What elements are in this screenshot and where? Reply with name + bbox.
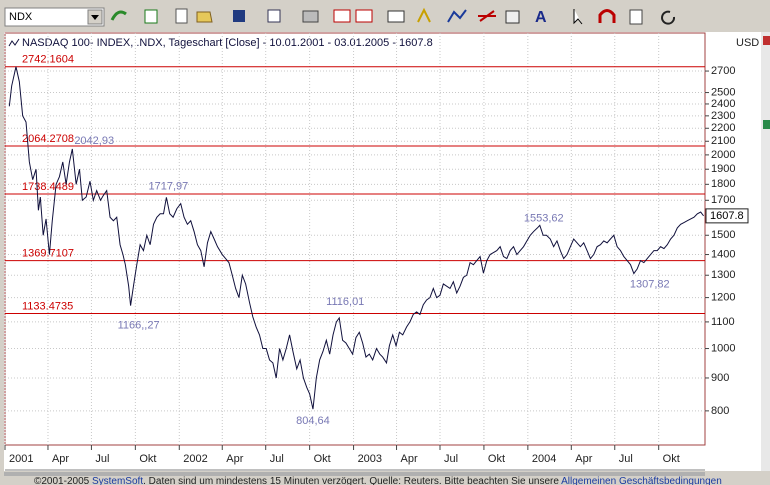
annotation: 1116,01: [326, 296, 364, 308]
y-tick-label: 1000: [711, 342, 735, 354]
x-tick-label: 2004: [532, 453, 556, 465]
y-tick-label: 2200: [711, 122, 735, 134]
symbol-combo[interactable]: [4, 7, 105, 27]
x-tick-label: Okt: [139, 453, 156, 465]
icon-line[interactable]: [478, 10, 496, 22]
x-tick-label: 2002: [183, 453, 207, 465]
x-tick-label: Okt: [663, 453, 680, 465]
x-tick-label: Apr: [401, 453, 418, 465]
price-level-label: 1369.7107: [22, 248, 74, 260]
y-tick-label: 2300: [711, 110, 735, 122]
x-tick-label: Jul: [95, 453, 109, 465]
icon-props[interactable]: [505, 10, 520, 24]
y-tick-label: 2400: [711, 98, 735, 110]
x-tick-label: Apr: [575, 453, 592, 465]
annotation: 804,64: [296, 415, 330, 427]
combo-arrow: [91, 15, 99, 20]
last-value-label: 1607.8: [710, 210, 744, 222]
icon-magnet[interactable]: [598, 9, 616, 24]
annotation: 1553,62: [524, 212, 564, 224]
y-tick-label: 800: [711, 405, 729, 417]
footer-link[interactable]: Allgemeinen Geschäftsbedingungen: [561, 476, 722, 485]
y-tick-label: 1400: [711, 248, 735, 260]
y-tick-label: 1800: [711, 178, 735, 190]
icon-save[interactable]: [233, 10, 245, 22]
icon-go[interactable]: [110, 10, 127, 21]
price-level-label: 2064.2708: [22, 133, 74, 145]
y-tick-label: 1500: [711, 229, 735, 241]
icon-copy[interactable]: [267, 9, 281, 23]
x-tick-label: Apr: [52, 453, 69, 465]
footer: ©2001-2005 SystemSoft. Daten sind um min…: [34, 476, 722, 485]
plot-area: [4, 32, 706, 446]
scrollbar: [4, 472, 705, 476]
last-value-box: [705, 208, 749, 224]
y-tick-label: 900: [711, 372, 729, 384]
y-tick-label: 1100: [711, 316, 735, 328]
y-tick-label: 1700: [711, 194, 735, 206]
footer-link[interactable]: SystemSoft: [92, 476, 143, 485]
icon-chart2[interactable]: [355, 9, 373, 23]
icon-pointer[interactable]: [573, 9, 583, 25]
footer-copyright: ©2001-2005: [34, 476, 92, 485]
price-level-label: 1133.4735: [22, 300, 73, 312]
price-line: [8, 66, 704, 410]
toolbar-icons: A: [110, 7, 676, 26]
y-unit: USD: [736, 37, 759, 49]
y-tick-label: 2500: [711, 86, 735, 98]
footer-text: . Daten sind um mindestens 15 Minuten ve…: [143, 476, 561, 485]
icon-chart1[interactable]: [333, 9, 351, 23]
y-tick-label: 2100: [711, 135, 735, 147]
y-tick-label: 2700: [711, 65, 735, 77]
side-panel: [761, 32, 770, 471]
x-tick-label: 2003: [358, 453, 382, 465]
icon-new[interactable]: [175, 8, 188, 24]
x-tick-label: Jul: [444, 453, 458, 465]
y-tick-label: 2000: [711, 149, 735, 161]
title-icon: [8, 38, 20, 47]
icon-window[interactable]: [387, 10, 405, 23]
icon-open[interactable]: [196, 11, 213, 23]
side-icon: [763, 36, 770, 45]
annotation: 1307,82: [630, 278, 670, 290]
side-icon: [763, 120, 770, 129]
icon-trend[interactable]: [447, 9, 467, 23]
x-tick-label: 2001: [9, 453, 33, 465]
icon-list[interactable]: [629, 9, 643, 25]
x-tick-label: Okt: [314, 453, 331, 465]
price-level-label: 1738.4489: [22, 181, 74, 193]
icon-print[interactable]: [302, 10, 319, 23]
icon-undo[interactable]: [661, 10, 676, 25]
annotation: 1166,,27: [118, 319, 160, 331]
icon-font[interactable]: A: [535, 9, 547, 26]
annotation: 2042,93: [74, 135, 114, 147]
x-tick-label: Jul: [270, 453, 284, 465]
y-tick-label: 1200: [711, 292, 735, 304]
price-level-label: 2742.1604: [22, 54, 74, 66]
annotation: 1717,97: [149, 180, 189, 192]
x-tick-label: Okt: [488, 453, 505, 465]
symbol-text: NDX: [9, 11, 33, 23]
icon-refresh[interactable]: [144, 9, 158, 24]
y-tick-label: 1300: [711, 269, 735, 281]
chart-title: NASDAQ 100- INDEX, .NDX, Tageschart [Clo…: [22, 37, 433, 49]
y-tick-label: 1900: [711, 163, 735, 175]
x-tick-label: Apr: [226, 453, 243, 465]
x-tick-label: Jul: [619, 453, 633, 465]
icon-indicator[interactable]: [417, 7, 431, 23]
